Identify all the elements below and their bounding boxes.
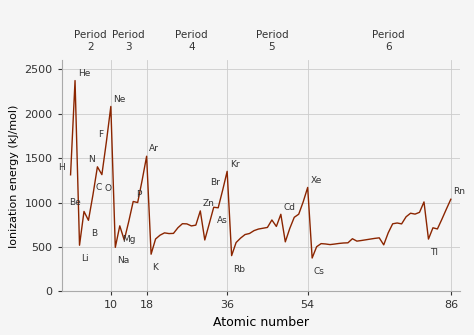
Text: Xe: Xe — [310, 176, 322, 185]
Text: Kr: Kr — [230, 159, 239, 169]
Text: Period
3: Period 3 — [112, 30, 145, 52]
Text: Period
6: Period 6 — [372, 30, 404, 52]
Text: O: O — [105, 184, 112, 193]
X-axis label: Atomic number: Atomic number — [213, 316, 309, 329]
Text: C: C — [96, 183, 102, 192]
Text: Na: Na — [117, 256, 129, 265]
Text: P: P — [136, 190, 141, 199]
Text: Rb: Rb — [233, 265, 245, 274]
Text: As: As — [217, 216, 227, 225]
Text: H: H — [58, 163, 65, 172]
Text: K: K — [153, 263, 158, 272]
Text: Rn: Rn — [454, 188, 465, 197]
Text: Zn: Zn — [203, 199, 215, 208]
Text: Period
4: Period 4 — [175, 30, 208, 52]
Text: F: F — [99, 130, 104, 139]
Text: Br: Br — [210, 178, 220, 187]
Text: Tl: Tl — [430, 248, 438, 257]
Text: Cs: Cs — [313, 267, 324, 276]
Text: Ar: Ar — [149, 144, 159, 153]
Text: Ne: Ne — [114, 95, 126, 104]
Text: Mg: Mg — [123, 235, 136, 244]
Text: Period
2: Period 2 — [74, 30, 107, 52]
Text: Period
5: Period 5 — [255, 30, 288, 52]
Text: B: B — [91, 229, 97, 239]
Y-axis label: Ionization energy (kJ/mol): Ionization energy (kJ/mol) — [9, 104, 19, 248]
Text: Be: Be — [70, 198, 81, 207]
Text: Cd: Cd — [283, 202, 296, 211]
Text: Li: Li — [81, 254, 89, 263]
Text: N: N — [88, 155, 95, 164]
Text: He: He — [78, 69, 90, 78]
